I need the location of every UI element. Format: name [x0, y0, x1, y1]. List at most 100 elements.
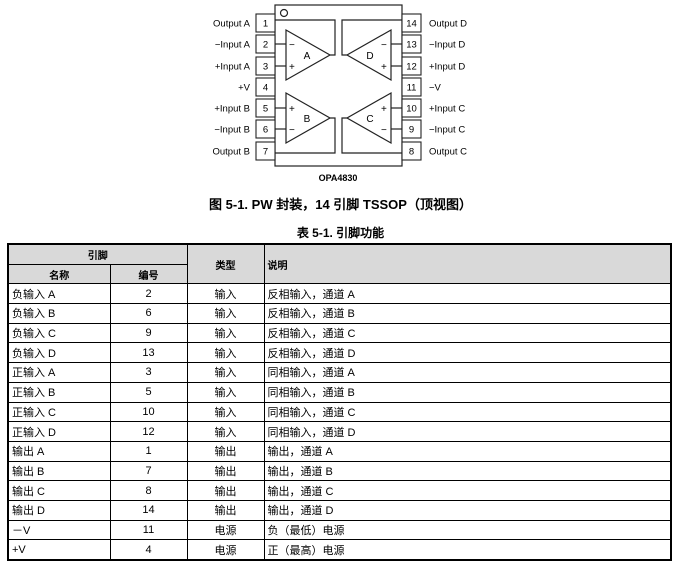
pin-label: Output B	[213, 147, 251, 158]
pin-type: 输入	[186, 401, 265, 423]
pin-label: +Input C	[429, 104, 465, 115]
table-row: 负输入 C 9 输入 反相输入，通道 C	[7, 322, 672, 344]
amp-a-plus: +	[289, 62, 295, 73]
table-row: 输出 C 8 输出 输出，通道 C	[7, 480, 672, 501]
pin-name: －V	[7, 519, 111, 541]
pin-type: 电源	[186, 539, 265, 561]
pin-name: 负输入 A	[7, 283, 111, 305]
amp-c-minus: −	[381, 125, 387, 136]
pin-label: Output C	[429, 147, 467, 158]
pin-number: 6	[263, 125, 268, 136]
amp-c-plus: +	[381, 104, 387, 115]
table-row: －V 11 电源 负（最低）电源	[7, 519, 672, 541]
pin-type: 输出	[186, 480, 265, 501]
pin-number: 12	[406, 62, 417, 73]
pin-description: 反相输入，通道 C	[263, 322, 672, 344]
pin-type: 电源	[186, 519, 265, 541]
pin-box	[255, 77, 276, 97]
amp-c-label: C	[366, 114, 373, 125]
pin-description: 反相输入，通道 D	[263, 342, 672, 364]
pin-number: 14	[406, 19, 417, 30]
pin-label: −Input B	[214, 125, 250, 136]
table-caption: 表 5-1. 引脚功能	[296, 226, 385, 240]
pin-description: 输出，通道 A	[263, 440, 672, 462]
amp-b-minus: −	[289, 125, 295, 136]
pin-box	[401, 34, 422, 54]
pin-label: −V	[429, 83, 442, 94]
pin-number: 1	[263, 19, 268, 30]
pin-type: 输入	[186, 421, 265, 442]
pin-box	[401, 98, 422, 118]
pin-number: 1	[109, 440, 188, 462]
pin-type: 输入	[186, 381, 265, 403]
pin-number: 4	[109, 539, 188, 561]
pin-number: 4	[263, 83, 268, 94]
pin-name: +V	[7, 539, 111, 561]
header-name: 名称	[7, 263, 111, 285]
table-row: 输出 B 7 输出 输出，通道 B	[7, 460, 672, 482]
pin-type: 输入	[186, 362, 265, 383]
table-row: 正输入 D 12 输入 同相输入，通道 D	[7, 421, 672, 442]
pin-name: 输出 A	[7, 440, 111, 462]
pin-number: 12	[109, 421, 188, 442]
pin-label: +Input B	[214, 104, 250, 115]
pin-description: 输出，通道 C	[263, 480, 672, 501]
pin-box	[401, 77, 422, 97]
pin-number: 11	[407, 83, 417, 94]
pin-number: 14	[109, 499, 188, 521]
table-row: 负输入 D 13 输入 反相输入，通道 D	[7, 342, 672, 364]
pin-name: 负输入 C	[7, 322, 111, 344]
amp-d-label: D	[366, 51, 373, 62]
header-pin: 引脚	[7, 243, 188, 265]
pin-number: 2	[263, 40, 268, 51]
pin-number: 7	[263, 147, 268, 158]
pin-label: +Input D	[429, 62, 465, 73]
pin-name: 负输入 D	[7, 342, 111, 364]
pin-description: 同相输入，通道 D	[263, 421, 672, 442]
figure-caption: 图 5-1. PW 封装，14 引脚 TSSOP（顶视图）	[209, 197, 472, 212]
pin-number: 9	[109, 322, 188, 344]
table-row: 正输入 A 3 输入 同相输入，通道 A	[7, 362, 672, 383]
chip-body	[274, 4, 403, 167]
pin-box	[255, 34, 276, 54]
pin-label: −Input D	[429, 40, 465, 51]
pin-type: 输出	[186, 499, 265, 521]
pin-number: 2	[109, 283, 188, 305]
pin-box	[255, 13, 276, 33]
pin-box	[401, 56, 422, 76]
pin-description: 反相输入，通道 B	[263, 303, 672, 324]
pin-description: 输出，通道 D	[263, 499, 672, 521]
pin-name: 正输入 A	[7, 362, 111, 383]
pin-name: 输出 D	[7, 499, 111, 521]
pin-name: 正输入 C	[7, 401, 111, 423]
pin-label: Output A	[213, 19, 251, 30]
pin-type: 输出	[186, 460, 265, 482]
pin-label: +Input A	[215, 62, 251, 73]
pin-box	[401, 119, 422, 139]
amp-a-label: A	[304, 51, 311, 62]
pin-description: 同相输入，通道 A	[263, 362, 672, 383]
pin-type: 输入	[186, 283, 265, 305]
pin-description: 正（最高）电源	[263, 539, 672, 561]
pin-description: 负（最低）电源	[263, 519, 672, 541]
table-row: 正输入 B 5 输入 同相输入，通道 B	[7, 381, 672, 403]
table-row: 负输入 B 6 输入 反相输入，通道 B	[7, 303, 672, 324]
pin-number: 3	[263, 62, 268, 73]
amp-a-minus: −	[289, 40, 295, 51]
pin-description: 反相输入，通道 A	[263, 283, 672, 305]
pin-label: −Input A	[215, 40, 251, 51]
pin-box	[255, 141, 276, 161]
table-row: 正输入 C 10 输入 同相输入，通道 C	[7, 401, 672, 423]
pin-label: +V	[238, 83, 251, 94]
pin-number: 5	[109, 381, 188, 403]
pin-number: 5	[263, 104, 268, 115]
pin-name: 负输入 B	[7, 303, 111, 324]
pin-label: −Input C	[429, 125, 465, 136]
header-type: 类型	[186, 243, 265, 285]
pin-box	[255, 119, 276, 139]
pin-label: Output D	[429, 19, 467, 30]
pin-type: 输入	[186, 303, 265, 324]
pin-number: 10	[406, 104, 417, 115]
pin-description: 输出，通道 B	[263, 460, 672, 482]
pin-name: 正输入 D	[7, 421, 111, 442]
